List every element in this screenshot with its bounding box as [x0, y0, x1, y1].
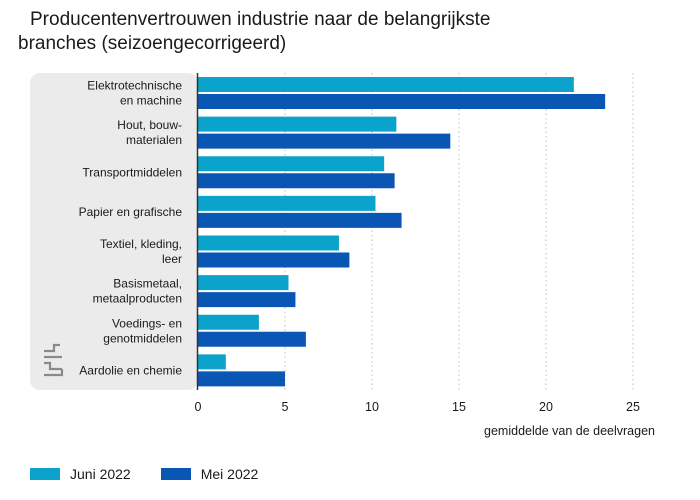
bar-juni-3	[198, 195, 376, 211]
bar-juni-4	[198, 235, 339, 251]
category-label: Papier en grafische	[79, 205, 183, 219]
bar-mei-1	[198, 133, 451, 149]
legend-label-juni: Juni 2022	[70, 466, 131, 482]
bar-juni-7	[198, 354, 226, 370]
bar-mei-7	[198, 371, 285, 387]
bar-juni-2	[198, 156, 385, 172]
category-label: Voedings- en	[112, 316, 182, 330]
legend-item-mei: Mei 2022	[160, 466, 259, 482]
chart-title-line-1: Producentenvertrouwen industrie naar de …	[30, 9, 491, 30]
x-tick-label: 20	[539, 400, 553, 414]
legend-swatch-mei	[160, 468, 191, 480]
bars	[198, 77, 606, 387]
category-panel-background	[30, 73, 198, 390]
bar-mei-2	[198, 173, 395, 189]
category-label: en machine	[120, 94, 182, 108]
category-label: genotmiddelen	[103, 331, 182, 345]
legend: Juni 2022 Mei 2022	[30, 466, 258, 482]
category-label: Aardolie en chemie	[79, 363, 182, 377]
chart-title: Producentenvertrouwen industrie naar de …	[18, 8, 658, 56]
bar-juni-1	[198, 116, 397, 132]
bar-mei-0	[198, 94, 606, 109]
x-tick-label: 10	[365, 400, 379, 414]
chart-title-line-2: branches (seizoengecorrigeerd)	[18, 33, 287, 54]
category-label: Hout, bouw-	[117, 118, 182, 132]
category-label: Elektrotechnische	[87, 79, 182, 93]
legend-item-juni: Juni 2022	[30, 466, 131, 482]
bar-mei-3	[198, 212, 402, 228]
legend-swatch-juni	[30, 468, 60, 480]
grid-lines	[284, 73, 634, 390]
bar-mei-5	[198, 292, 296, 308]
x-tick-label: 0	[195, 400, 202, 414]
category-label: Transportmiddelen	[82, 165, 182, 179]
category-label: metaalproducten	[93, 292, 182, 306]
category-label: Textiel, kleding,	[100, 237, 182, 251]
category-label: materialen	[126, 133, 182, 147]
bar-juni-5	[198, 275, 289, 291]
bar-juni-6	[198, 314, 259, 330]
legend-label-mei: Mei 2022	[200, 466, 259, 482]
x-axis-label: gemiddelde van de deelvragen	[484, 424, 655, 438]
x-tick-label: 5	[282, 400, 289, 414]
x-tick-label: 25	[626, 400, 640, 414]
x-tick-labels: 0 5 10 15 20 25	[195, 400, 640, 414]
bar-mei-6	[198, 331, 306, 347]
cbs-logo-icon	[44, 343, 64, 377]
category-label: Basismetaal,	[113, 277, 182, 291]
bar-mei-4	[198, 252, 350, 268]
x-tick-label: 15	[452, 400, 466, 414]
category-label: leer	[162, 252, 182, 266]
bar-juni-0	[198, 77, 574, 92]
